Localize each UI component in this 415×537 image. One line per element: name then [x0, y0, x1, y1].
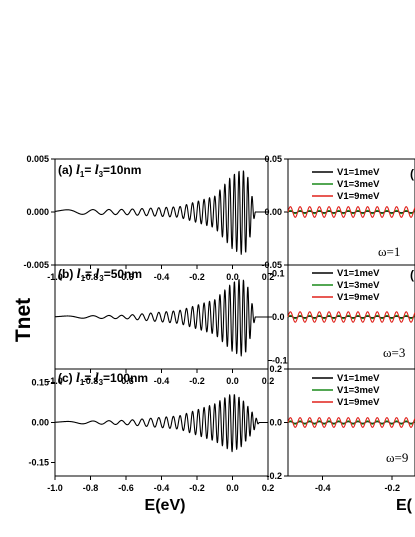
legend-label: V1=9meV	[337, 397, 380, 408]
x-tick-label: -0.4	[154, 376, 170, 386]
right-panel-mark: (	[410, 268, 414, 282]
panel-label-a: (a) l1= l3=10nm	[58, 163, 141, 179]
legend-label: V1=1meV	[337, 268, 380, 279]
omega-label: ω=9	[386, 450, 408, 465]
y-tick-label: 0.0	[269, 418, 282, 428]
series-line	[54, 170, 269, 255]
x-tick-label: -0.8	[83, 483, 99, 493]
x-tick-label: -0.6	[118, 376, 134, 386]
y-tick-label: 0.05	[264, 154, 282, 164]
x-tick-label: -0.4	[315, 483, 331, 493]
y-tick-label: 0.000	[26, 207, 49, 217]
x-tick-label: -0.2	[189, 376, 205, 386]
x-tick-label: -0.2	[189, 272, 205, 282]
x-tick-label: -0.6	[118, 272, 134, 282]
series-line	[287, 417, 415, 428]
series-line	[54, 278, 269, 357]
x-tick-label: 0.0	[226, 272, 239, 282]
y-tick-label: 0.15	[31, 377, 49, 387]
x-axis-label-left: E(eV)	[145, 497, 186, 514]
x-axis-label-right: E(	[396, 497, 413, 514]
x-tick-label: -0.2	[384, 483, 400, 493]
omega-label: ω=1	[378, 244, 400, 259]
y-tick-label: 0.005	[26, 154, 49, 164]
omega-label: ω=3	[383, 345, 405, 360]
x-tick-label: -0.4	[154, 272, 170, 282]
legend-label: V1=9meV	[337, 292, 380, 303]
legend-label: V1=9meV	[337, 191, 380, 202]
x-tick-label: -0.6	[118, 483, 134, 493]
panel-label-c: (c) l1= l3=100nm	[58, 371, 148, 387]
x-tick-label: 0.0	[226, 483, 239, 493]
panel-label-b: (b) l1= l3=50nm	[58, 267, 142, 283]
legend-right-middle: V1=1meV V1=3meV V1=9meV	[312, 268, 380, 303]
y-tick-label: 0.2	[269, 364, 282, 374]
legend-label: V1=1meV	[337, 373, 380, 384]
y-tick-label: -0.1	[272, 355, 288, 365]
series-line	[287, 206, 415, 218]
x-tick-label: -0.4	[154, 483, 170, 493]
y-tick-label: -0.005	[23, 260, 49, 270]
x-tick-label: -0.2	[189, 483, 205, 493]
x-tick-label: -0.8	[83, 272, 99, 282]
legend-label: V1=3meV	[337, 385, 380, 396]
right-panel-mark: (	[410, 167, 414, 181]
y-tick-label: -0.15	[28, 458, 49, 468]
legend-label: V1=3meV	[337, 179, 380, 190]
y-tick-label: 0.00	[264, 207, 282, 217]
legend-label: V1=3meV	[337, 280, 380, 291]
x-tick-label: 0.0	[226, 376, 239, 386]
y-tick-label: -0.2	[266, 471, 282, 481]
legend-label: V1=1meV	[337, 167, 380, 178]
legend-right-top: V1=1meV V1=3meV V1=9meV	[312, 167, 380, 202]
x-tick-label: 0.2	[262, 483, 275, 493]
legend-right-bottom: V1=1meV V1=3meV V1=9meV	[312, 373, 380, 408]
y-tick-label: 0.0	[272, 312, 285, 322]
y-tick-label: 0.1	[272, 269, 285, 279]
y-tick-label: -0.05	[261, 260, 282, 270]
y-axis-label: Tnet	[12, 298, 35, 342]
series-line	[54, 394, 269, 453]
x-tick-label: -1.0	[47, 483, 63, 493]
series-line	[287, 311, 415, 323]
x-tick-label: -0.8	[83, 376, 99, 386]
y-tick-label: 0.00	[31, 418, 49, 428]
